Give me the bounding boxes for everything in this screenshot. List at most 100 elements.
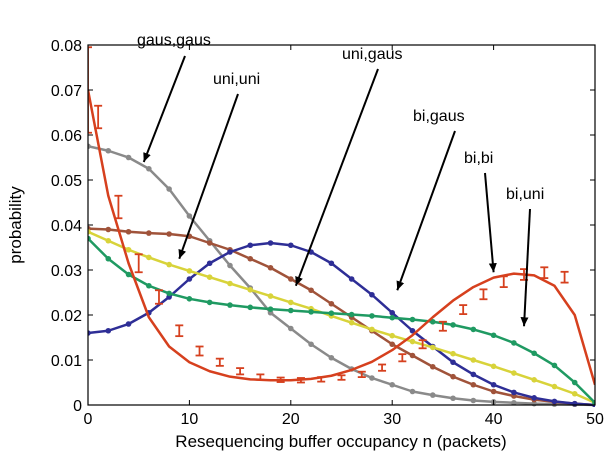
data-point <box>511 340 517 346</box>
annotation-gaus-gaus: gaus,gaus <box>137 32 211 163</box>
data-point <box>409 338 416 345</box>
x-tick-label: 30 <box>383 411 401 428</box>
data-point <box>227 249 233 255</box>
data-point <box>470 381 477 388</box>
data-point <box>105 226 112 233</box>
x-tick-label: 0 <box>84 411 93 428</box>
y-tick-label: 0.01 <box>51 353 82 370</box>
data-point <box>369 375 375 381</box>
data-point <box>328 260 335 267</box>
error-bar <box>438 320 447 332</box>
error-bar <box>114 194 123 220</box>
data-point <box>490 388 497 395</box>
series-line <box>88 237 595 404</box>
data-point <box>389 309 396 316</box>
data-point <box>146 165 152 172</box>
data-point <box>571 400 578 407</box>
data-point <box>288 307 294 314</box>
data-point <box>409 327 416 334</box>
annotation-bi-uni: bi,uni <box>506 186 544 327</box>
y-tick-label: 0.07 <box>51 83 82 100</box>
data-point <box>389 314 396 321</box>
data-point <box>247 287 254 293</box>
data-point <box>186 268 193 274</box>
data-point <box>227 302 233 308</box>
data-point <box>125 154 132 161</box>
y-tick-label: 0.04 <box>51 218 82 235</box>
error-bar <box>418 339 427 350</box>
data-point <box>348 319 355 326</box>
error-bar <box>296 377 305 384</box>
data-point <box>389 381 396 388</box>
data-point <box>186 296 193 302</box>
annotation-label: uni,uni <box>213 71 260 88</box>
data-point <box>389 332 396 339</box>
data-point <box>531 350 537 357</box>
data-point <box>105 237 112 244</box>
data-point <box>490 381 497 388</box>
data-point <box>328 300 335 307</box>
data-point <box>490 332 497 339</box>
x-tick-label: 50 <box>586 411 604 428</box>
data-point <box>551 398 558 405</box>
x-tick-label: 10 <box>181 411 199 428</box>
error-bar <box>499 275 508 289</box>
data-point <box>328 310 335 317</box>
error-bar <box>378 363 387 372</box>
error-bar <box>540 266 549 280</box>
data-point <box>592 399 595 406</box>
annotation-label: gaus,gaus <box>137 32 211 49</box>
data-point <box>247 255 254 262</box>
data-point <box>450 322 456 328</box>
data-point <box>247 304 254 311</box>
data-point <box>348 276 355 282</box>
data-point <box>450 395 456 402</box>
series-line <box>88 89 595 386</box>
x-tick-label: 20 <box>282 411 300 428</box>
annotation-arrow <box>520 208 531 327</box>
data-point <box>125 228 132 235</box>
data-point <box>470 371 477 378</box>
data-point <box>328 354 335 361</box>
series-green <box>88 235 595 406</box>
data-point <box>166 186 172 192</box>
annotation-arrow <box>294 68 379 287</box>
errorbar-layer <box>88 46 569 384</box>
annotation-uni-gaus: uni,gaus <box>294 46 403 287</box>
error-bar <box>337 374 346 381</box>
annotation-label: bi,uni <box>506 186 544 203</box>
data-point <box>288 325 294 332</box>
data-point <box>470 397 477 404</box>
error-bar <box>276 376 285 383</box>
data-point <box>369 313 375 319</box>
y-tick-label: 0.02 <box>51 308 82 325</box>
error-bar <box>175 324 184 338</box>
data-point <box>206 240 213 246</box>
data-point <box>206 274 213 281</box>
series-yellow <box>88 228 595 406</box>
data-point <box>369 326 375 333</box>
data-point <box>227 280 233 287</box>
data-point <box>166 231 172 237</box>
data-point <box>105 327 112 334</box>
annotation-label: bi,gaus <box>413 108 465 125</box>
data-point <box>288 276 294 282</box>
annotation-arrow <box>396 130 456 291</box>
error-bar <box>134 253 143 274</box>
data-point <box>450 373 456 380</box>
annotation-label: bi,bi <box>464 150 493 167</box>
data-point <box>409 316 416 323</box>
ticks-layer: 0 10 20 30 40 50 0 0.01 0.02 0.03 0.04 0.05 0.06 0.07… <box>51 38 604 428</box>
error-bar <box>195 345 204 357</box>
data-point <box>511 399 517 406</box>
data-point <box>227 262 233 269</box>
annotation-arrow <box>178 93 239 260</box>
annotation-bi-gaus: bi,gaus <box>396 108 465 291</box>
data-point <box>429 392 436 398</box>
data-point <box>308 341 314 348</box>
y-tick-label: 0 <box>73 398 82 415</box>
x-axis-label: Resequencing buffer occupancy n (packets… <box>175 432 506 451</box>
data-point <box>166 290 172 297</box>
data-point <box>369 291 375 298</box>
